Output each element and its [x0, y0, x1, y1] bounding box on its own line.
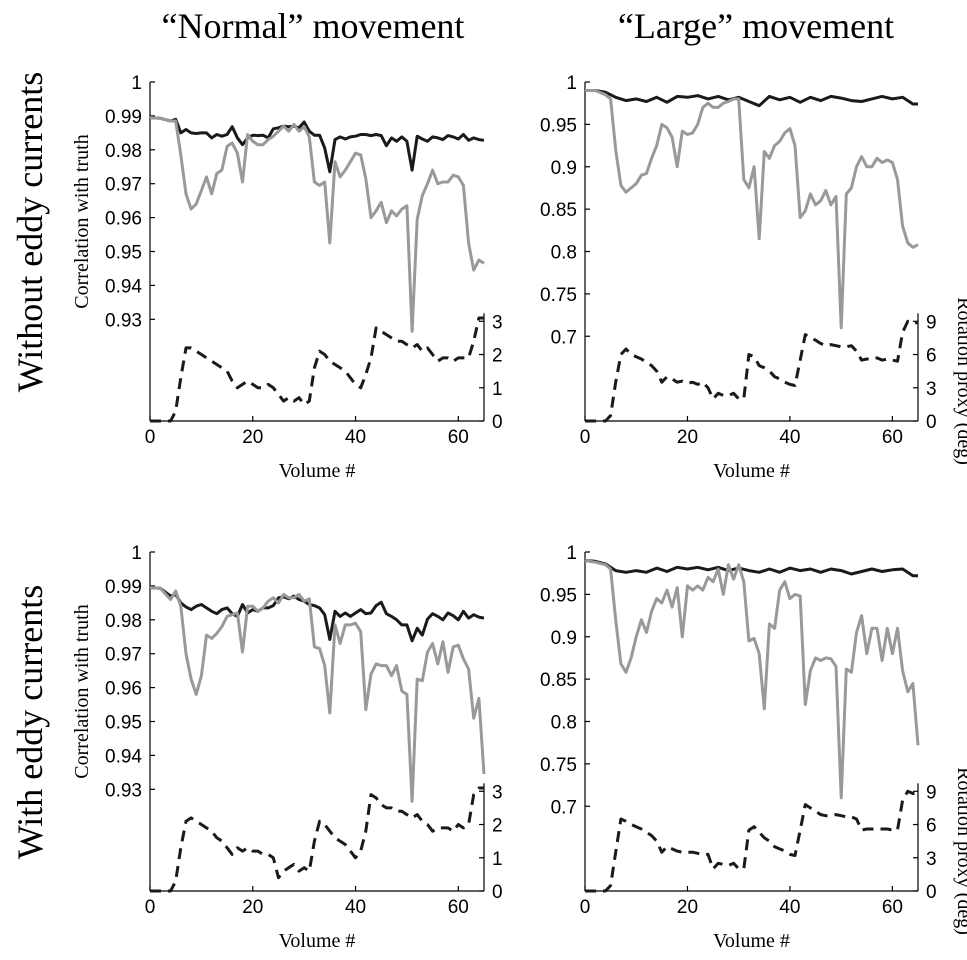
- y-tick-label: 0.95: [105, 243, 142, 264]
- y-tick-label: 0.93: [105, 780, 142, 801]
- series-line-dashed-black: [150, 316, 484, 423]
- column-title-large: “Large” movement: [618, 6, 894, 46]
- series-line-dashed-black: [150, 786, 484, 893]
- series-line-solid-gray: [149, 586, 486, 803]
- x-tick-label: 40: [345, 897, 366, 918]
- x-tick-label: 60: [882, 427, 903, 448]
- y-tick-label: 0.8: [551, 243, 577, 264]
- y2-tick-label: 6: [926, 346, 937, 367]
- x-axis-label: Volume #: [713, 930, 790, 952]
- series-line-solid-black: [149, 116, 485, 174]
- series-line-solid-black: [584, 559, 918, 578]
- y-tick-label: 0.94: [105, 746, 142, 767]
- y-tick-label: 1: [131, 73, 142, 94]
- series-line-dashed-black: [585, 789, 919, 893]
- row-title-with-eddy: With eddy currents: [10, 585, 50, 859]
- y-axis-label: Correlation with truth: [71, 604, 93, 778]
- y-tick-label: 0.96: [105, 209, 142, 230]
- series-line-solid-gray: [149, 116, 485, 333]
- y2-axis-label: Rotation proxy (deg): [953, 297, 967, 465]
- y-tick-label: 0.98: [105, 141, 142, 162]
- y2-tick-label: 2: [492, 346, 503, 367]
- y-tick-label: 0.85: [540, 200, 577, 221]
- y-tick-label: 0.99: [105, 107, 142, 128]
- x-tick-label: 20: [242, 427, 263, 448]
- y2-tick-label: 6: [926, 816, 937, 837]
- x-tick-label: 20: [242, 897, 263, 918]
- series-line-solid-gray: [584, 559, 920, 800]
- x-tick-label: 60: [882, 897, 903, 918]
- series-line-solid-gray: [585, 89, 919, 330]
- y2-tick-label: 3: [492, 312, 503, 333]
- y-tick-label: 0.9: [551, 158, 577, 179]
- x-tick-label: 40: [779, 897, 800, 918]
- y2-tick-label: 1: [492, 849, 503, 870]
- y-tick-label: 1: [566, 543, 577, 564]
- x-tick-label: 0: [145, 897, 156, 918]
- y-tick-label: 0.97: [105, 645, 142, 666]
- y2-tick-label: 3: [926, 849, 937, 870]
- series-line-dashed-black: [585, 319, 919, 423]
- y2-tick-label: 0: [926, 882, 937, 903]
- x-tick-label: 0: [580, 427, 591, 448]
- series-line-solid-black: [585, 89, 918, 108]
- panel-bottom-right: 0 20 40 60 0.7 0.75 0.8 0.85 0.9 0.95 1 0 3 6 9 Volume …: [540, 543, 967, 952]
- y-tick-label: 0.94: [105, 276, 142, 297]
- y-tick-label: 0.93: [105, 310, 142, 331]
- y2-axis-label: Rotation proxy (deg): [953, 767, 967, 935]
- y-tick-label: 0.7: [551, 327, 577, 348]
- y-tick-label: 0.85: [540, 670, 577, 691]
- y2-tick-label: 0: [492, 882, 503, 903]
- column-title-normal: “Normal” movement: [162, 6, 465, 46]
- panel-top-left: 0 20 40 60 0.93 0.94 0.95 0.96 0.97 0.98 0.99 1 0 1 2 3…: [71, 73, 503, 482]
- y-axis-label: Correlation with truth: [71, 134, 93, 308]
- x-tick-label: 40: [345, 427, 366, 448]
- y-tick-label: 0.75: [540, 285, 577, 306]
- series-line-solid-black: [149, 586, 485, 643]
- y2-tick-label: 1: [492, 379, 503, 400]
- y2-tick-label: 3: [926, 379, 937, 400]
- y2-tick-label: 0: [492, 412, 503, 433]
- y-tick-label: 0.96: [105, 679, 142, 700]
- y2-tick-label: 9: [926, 312, 937, 333]
- x-tick-label: 40: [779, 427, 800, 448]
- x-tick-label: 20: [677, 427, 698, 448]
- y-tick-label: 0.95: [540, 115, 577, 136]
- x-tick-label: 0: [145, 427, 156, 448]
- y-tick-label: 1: [566, 73, 577, 94]
- x-tick-label: 60: [448, 897, 469, 918]
- y-tick-label: 0.98: [105, 611, 142, 632]
- x-axis-label: Volume #: [713, 460, 790, 482]
- y-tick-label: 0.95: [105, 713, 142, 734]
- y-tick-label: 1: [131, 543, 142, 564]
- x-axis-label: Volume #: [279, 460, 356, 482]
- panel-bottom-left: 0 20 40 60 0.93 0.94 0.95 0.96 0.97 0.98 0.99 1 0 1 2 3…: [71, 543, 503, 952]
- y-tick-label: 0.97: [105, 175, 142, 196]
- y-tick-label: 0.8: [551, 713, 577, 734]
- y-tick-label: 0.9: [551, 628, 577, 649]
- row-title-without-eddy: Without eddy currents: [10, 72, 50, 392]
- y2-tick-label: 2: [492, 816, 503, 837]
- panel-top-right: 0 20 40 60 0.7 0.75 0.8 0.85 0.9 0.95 1 0 3 6 9 Volume …: [540, 73, 967, 482]
- y-tick-label: 0.95: [540, 585, 577, 606]
- x-axis-label: Volume #: [279, 930, 356, 952]
- x-tick-label: 0: [580, 897, 591, 918]
- y-tick-label: 0.99: [105, 577, 142, 598]
- x-tick-label: 20: [677, 897, 698, 918]
- y-tick-label: 0.7: [551, 797, 577, 818]
- y2-tick-label: 3: [492, 782, 503, 803]
- x-tick-label: 60: [448, 427, 469, 448]
- y-tick-label: 0.75: [540, 755, 577, 776]
- y2-tick-label: 0: [926, 412, 937, 433]
- y2-tick-label: 9: [926, 782, 937, 803]
